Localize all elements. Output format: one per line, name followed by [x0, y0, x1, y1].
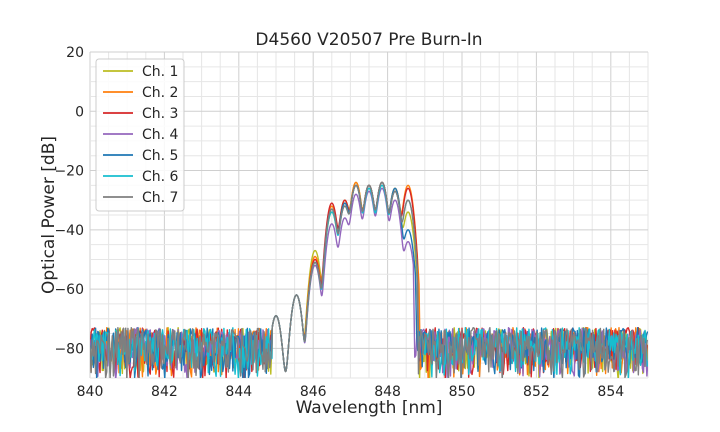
x-tick-label: 842 — [151, 384, 178, 400]
legend-label-ch-6: Ch. 6 — [142, 169, 179, 185]
y-tick-label: −40 — [54, 223, 84, 239]
y-axis-label: Optical Power [dB] — [39, 136, 59, 294]
x-tick-label: 840 — [77, 384, 104, 400]
legend-label-ch-3: Ch. 3 — [142, 106, 178, 122]
legend-label-ch-2: Ch. 2 — [142, 85, 178, 101]
x-tick-label: 844 — [225, 384, 252, 400]
y-tick-label: 20 — [66, 45, 84, 61]
legend-label-ch-5: Ch. 5 — [142, 148, 178, 164]
y-tick-label: −60 — [54, 282, 84, 298]
legend-label-ch-7: Ch. 7 — [142, 190, 178, 206]
x-tick-label: 846 — [300, 384, 327, 400]
y-tick-label: 0 — [75, 104, 84, 120]
series-line-ch-7 — [90, 181, 648, 378]
x-tick-label: 848 — [374, 384, 401, 400]
legend-label-ch-4: Ch. 4 — [142, 127, 179, 143]
tick-labels: 840 842 844 846 848 850 852 854 −80 −60 −40 −20 0 20 — [54, 45, 624, 400]
y-tick-label: −80 — [54, 341, 84, 357]
series-lines — [90, 181, 648, 378]
x-axis-label: Wavelength [nm] — [296, 398, 443, 418]
x-tick-label: 850 — [449, 384, 476, 400]
legend: Ch. 1 Ch. 2 Ch. 3 Ch. 4 Ch. 5 Ch. 6 Ch. 7 — [95, 58, 185, 212]
x-tick-label: 854 — [597, 384, 624, 400]
legend-box — [95, 58, 185, 212]
y-tick-label: −20 — [54, 164, 84, 180]
legend-label-ch-1: Ch. 1 — [142, 64, 178, 80]
chart-title: D4560 V20507 Pre Burn-In — [255, 30, 482, 50]
x-tick-label: 852 — [523, 384, 550, 400]
